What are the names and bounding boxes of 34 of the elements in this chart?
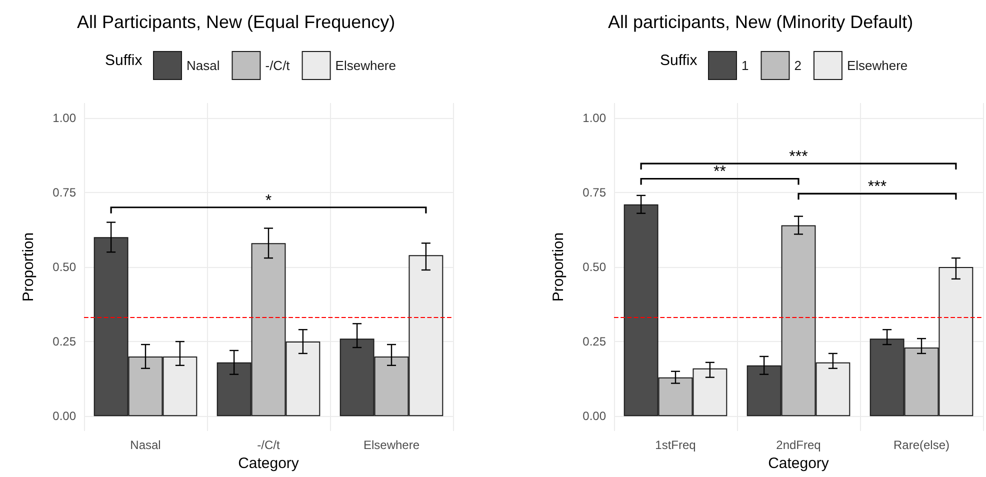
x-axis-title: Category <box>768 454 830 472</box>
y-tick-label: 0.25 <box>52 334 76 349</box>
y-tick-label: 0.50 <box>582 260 606 274</box>
y-tick-label: 1.00 <box>582 110 606 125</box>
x-tick-label: Rare(else) <box>893 438 950 452</box>
legend-label: 1 <box>742 58 749 73</box>
y-tick-label: 0.00 <box>52 409 76 424</box>
y-axis-title: Proportion <box>20 232 37 302</box>
chart-title: All participants, New (Minority Default) <box>608 12 914 32</box>
annotation: * <box>265 192 272 210</box>
y-tick-label: 0.25 <box>582 334 606 349</box>
x-tick-label: 1stFreq <box>655 438 696 452</box>
legend-label: Elsewhere <box>335 58 396 73</box>
annotation: *** <box>868 178 887 196</box>
x-axis-title: Category <box>238 454 300 472</box>
x-tick-label: 2ndFreq <box>776 438 821 452</box>
annotation: *** <box>789 148 808 166</box>
y-axis-title: Proportion <box>550 232 567 302</box>
legend-label: -/C/t <box>265 58 290 73</box>
x-tick-label: -/C/t <box>257 438 280 452</box>
y-tick-label: 0.50 <box>52 260 76 274</box>
y-tick-label: 0.75 <box>582 185 606 200</box>
y-tick-label: 0.00 <box>582 409 606 424</box>
x-tick-label: Nasal <box>130 438 161 452</box>
legend-title: Suffix <box>660 52 698 69</box>
legend-label: Elsewhere <box>846 58 908 73</box>
chart-title: All Participants, New (Equal Frequency) <box>77 12 396 32</box>
legend-title: Suffix <box>105 52 143 69</box>
y-tick-label: 1.00 <box>52 110 76 125</box>
x-tick-label: Elsewhere <box>363 438 420 452</box>
annotation: ** <box>714 164 726 181</box>
y-tick-label: 0.75 <box>52 185 76 200</box>
legend-label: 2 <box>794 58 802 73</box>
legend-label: Nasal <box>186 58 220 73</box>
